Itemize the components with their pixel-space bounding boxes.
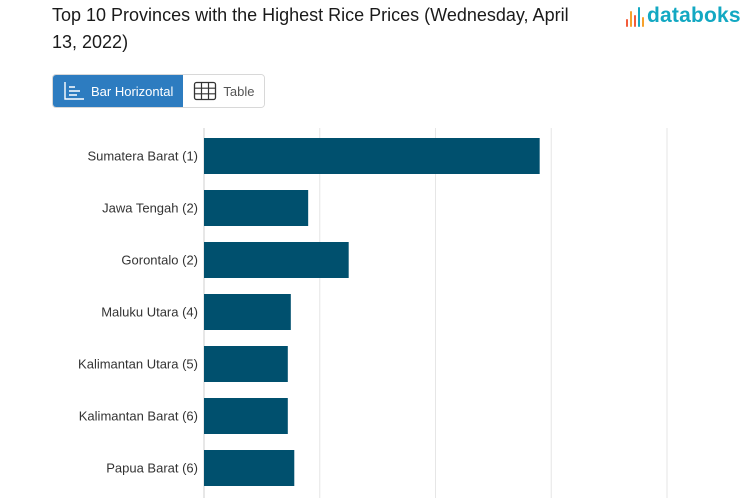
category-tick-label: Papua Barat (6) bbox=[106, 461, 198, 476]
databoks-logo-text: databoks bbox=[647, 4, 741, 27]
bar-chart: Sumatera Barat (1) Jawa Tengah (2) Goronta… bbox=[78, 128, 668, 498]
view-toggle: Bar Horizontal Table bbox=[52, 74, 266, 108]
databoks-logo-icon bbox=[626, 5, 644, 27]
bar-horizontal-button[interactable]: Bar Horizontal bbox=[53, 75, 184, 107]
category-tick-label: Jawa Tengah (2) bbox=[102, 201, 198, 216]
table-button[interactable]: Table bbox=[183, 75, 265, 107]
chart-title: Top 10 Provinces with the Highest Rice P… bbox=[52, 5, 569, 52]
category-tick-label: Sumatera Barat (1) bbox=[87, 149, 198, 164]
databoks-logo[interactable]: databoks bbox=[626, 4, 741, 28]
bar[interactable] bbox=[204, 138, 540, 174]
table-grid-icon bbox=[194, 81, 217, 101]
category-tick-label: Kalimantan Barat (6) bbox=[79, 409, 198, 424]
bar-horizontal-label: Bar Horizontal bbox=[91, 83, 174, 99]
bar[interactable] bbox=[204, 242, 349, 278]
category-tick-label: Gorontalo (2) bbox=[121, 253, 198, 268]
chart-area: Sumatera Barat (1) Jawa Tengah (2) Goronta… bbox=[0, 128, 753, 503]
bar[interactable] bbox=[204, 190, 309, 226]
table-label: Table bbox=[223, 83, 255, 99]
bar[interactable] bbox=[204, 346, 288, 382]
category-tick-label: Kalimantan Utara (5) bbox=[78, 357, 198, 372]
category-tick-label: Maluku Utara (4) bbox=[101, 305, 198, 320]
bar[interactable] bbox=[204, 294, 291, 330]
bar[interactable] bbox=[204, 450, 295, 486]
bar-chart-icon bbox=[64, 82, 84, 100]
bar[interactable] bbox=[204, 398, 288, 434]
